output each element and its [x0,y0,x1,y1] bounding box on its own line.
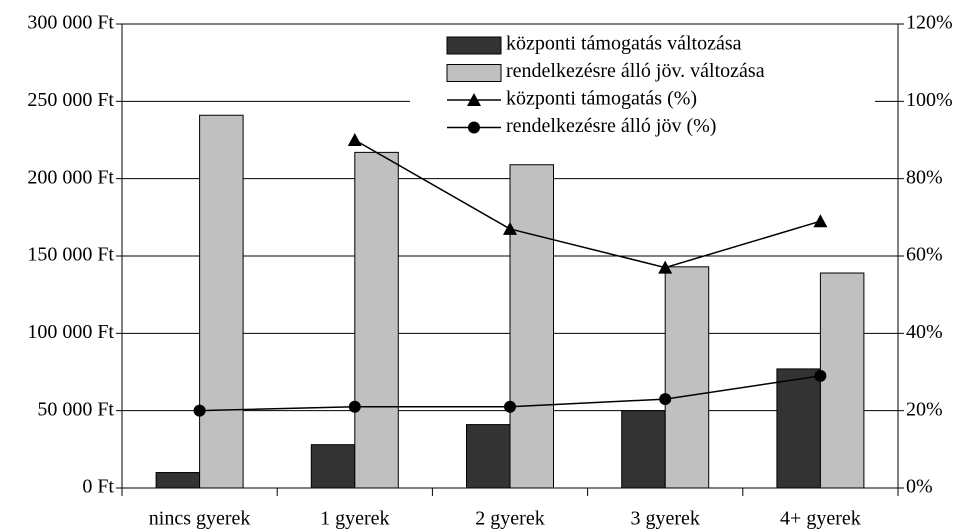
marker [347,133,362,146]
marker [467,93,481,106]
marker [658,260,673,274]
y2-tick-label: 60% [906,244,943,266]
marker [659,393,672,406]
y-tick-label: 200 000 Ft [27,166,114,188]
bar [310,444,356,489]
bar [621,410,666,489]
marker [813,214,828,228]
bar [155,472,201,489]
y2-tick-label: 0% [906,476,933,498]
legend-label: rendelkezésre álló jöv. változása [506,60,765,82]
legend-swatch [446,36,502,55]
marker [468,121,480,134]
y-tick-label: 300 000 Ft [27,12,114,34]
marker [814,369,827,382]
y2-tick-label: 20% [906,398,943,420]
bar [199,114,244,489]
marker [348,400,361,413]
y2-tick-label: 120% [906,12,953,34]
y-tick-label: 50 000 Ft [37,398,114,420]
bar [354,151,399,489]
marker [193,404,206,417]
y-tick-label: 250 000 Ft [27,89,114,111]
legend-label: központi támogatás (%) [506,88,697,110]
legend-label: rendelkezésre álló jöv (%) [506,115,716,137]
bar [819,272,865,489]
bar [776,368,821,489]
y2-tick-label: 80% [906,166,943,188]
marker [504,400,516,413]
x-tick-label: 2 gyerek [475,508,544,530]
y2-tick-label: 100% [906,89,953,111]
x-tick-label: 1 gyerek [320,508,389,530]
x-tick-label: nincs gyerek [149,508,251,530]
legend-label: központi támogatás változása [506,33,742,55]
y-tick-label: 0 Ft [82,476,114,498]
bar [509,164,554,489]
y2-tick-label: 40% [906,321,943,343]
y-tick-label: 150 000 Ft [27,244,114,266]
x-tick-label: 3 gyerek [630,508,699,530]
marker [503,221,517,235]
line [354,139,821,269]
legend-swatch [446,64,502,82]
x-tick-label: 4+ gyerek [780,508,861,530]
y-tick-label: 100 000 Ft [27,321,114,343]
bar [466,424,511,489]
bar [664,266,710,489]
